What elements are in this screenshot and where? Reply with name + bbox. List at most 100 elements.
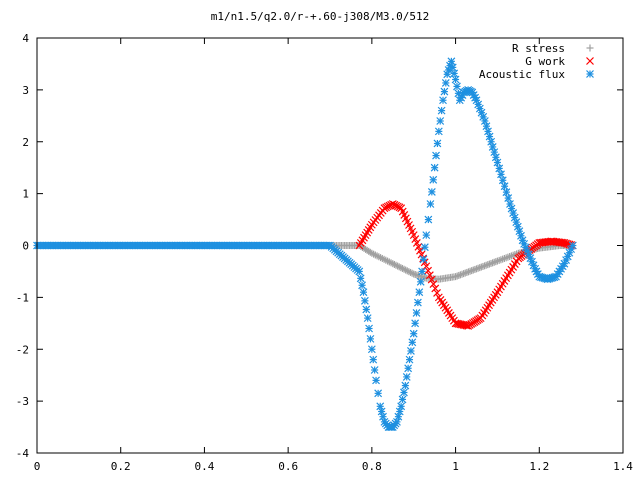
data-point <box>440 87 449 96</box>
data-point <box>412 309 421 317</box>
data-point <box>429 175 438 184</box>
data-point <box>515 227 524 236</box>
data-point <box>367 345 376 354</box>
data-point <box>427 187 436 196</box>
data-point <box>360 296 369 305</box>
y-tick-label: 3 <box>22 84 29 97</box>
x-tick-label: 1 <box>452 460 459 473</box>
data-point <box>395 407 404 416</box>
x-tick-label: 0.8 <box>362 460 382 473</box>
x-tick-label: 0.6 <box>278 460 298 473</box>
data-point <box>485 132 494 141</box>
legend-marker <box>586 44 594 52</box>
data-point <box>433 289 441 297</box>
data-point <box>395 263 403 271</box>
data-point <box>498 176 507 185</box>
data-point <box>390 260 398 268</box>
x-tick-label: 1.4 <box>613 460 633 473</box>
data-point <box>493 158 502 167</box>
data-point <box>403 267 411 275</box>
data-point <box>398 395 407 404</box>
data-point <box>422 262 431 271</box>
data-point <box>431 284 440 293</box>
data-point <box>379 412 387 421</box>
data-point <box>365 324 373 333</box>
x-tick-label: 0 <box>34 460 41 473</box>
y-tick-label: -4 <box>16 447 30 460</box>
data-point <box>376 402 385 411</box>
data-point <box>362 305 371 314</box>
plot-frame <box>36 37 624 454</box>
legend-label: G work <box>525 55 565 68</box>
data-point <box>513 222 522 231</box>
data-point <box>439 96 447 105</box>
data-point <box>453 319 462 328</box>
data-point <box>436 117 445 125</box>
data-point <box>429 280 438 288</box>
data-point <box>443 70 452 79</box>
data-point <box>433 139 442 148</box>
data-point <box>356 274 365 283</box>
data-point <box>422 231 431 240</box>
data-point <box>480 117 489 125</box>
data-point <box>400 265 408 273</box>
data-point <box>474 100 483 109</box>
data-point <box>491 153 500 162</box>
data-point <box>430 163 439 172</box>
data-point <box>451 75 460 84</box>
data-point <box>504 194 513 202</box>
axes: 0 0.2 0.4 0.6 0.8 1 1.2 1.4 -4 -3 -2 -1 0 1 2 3 4 <box>16 32 634 473</box>
data-point <box>451 319 460 328</box>
legend-label: R stress <box>512 42 565 55</box>
data-point <box>425 271 434 280</box>
data-point <box>369 355 378 364</box>
data-point <box>426 200 435 208</box>
data-point <box>411 319 420 328</box>
data-point <box>405 355 414 364</box>
data-point <box>484 127 492 136</box>
y-tick-label: 1 <box>22 188 29 201</box>
y-tick-label: -2 <box>16 343 29 356</box>
legend-marker <box>586 70 594 78</box>
data-point <box>459 321 468 329</box>
data-point <box>487 137 496 146</box>
data-point <box>568 241 577 250</box>
data-point <box>450 69 459 78</box>
data-point <box>437 106 446 115</box>
data-point <box>482 122 491 131</box>
data-point <box>394 262 402 270</box>
data-point <box>406 347 415 355</box>
data-point <box>404 364 413 373</box>
y-tick-label: -3 <box>16 395 29 408</box>
data-point <box>409 329 418 338</box>
y-tick-label: 2 <box>22 136 29 149</box>
x-tick-label: 0.2 <box>111 460 131 473</box>
x-tick-label: 1.2 <box>529 460 549 473</box>
y-tick-label: -1 <box>16 291 29 304</box>
data-point <box>488 143 497 151</box>
data-point <box>355 267 364 276</box>
chart-title: m1/n1.5/q2.0/r-+.60-j308/M3.0/512 <box>211 10 430 23</box>
data-point <box>402 266 410 274</box>
data-point <box>370 366 379 374</box>
data-point <box>419 255 428 264</box>
data-point <box>457 320 466 329</box>
series-acoustic-flux <box>33 57 577 431</box>
data-point <box>372 376 380 385</box>
data-marks <box>33 57 577 431</box>
data-point <box>374 389 383 398</box>
data-point <box>397 264 405 272</box>
data-point <box>400 388 408 397</box>
data-point <box>441 79 450 87</box>
data-point <box>497 170 505 179</box>
data-point <box>366 334 375 343</box>
data-point <box>462 321 471 330</box>
data-point <box>408 269 416 277</box>
data-point <box>500 182 509 191</box>
data-point <box>408 338 417 347</box>
data-point <box>502 188 511 197</box>
data-point <box>432 151 440 160</box>
data-point <box>495 164 504 173</box>
data-point <box>447 57 456 66</box>
